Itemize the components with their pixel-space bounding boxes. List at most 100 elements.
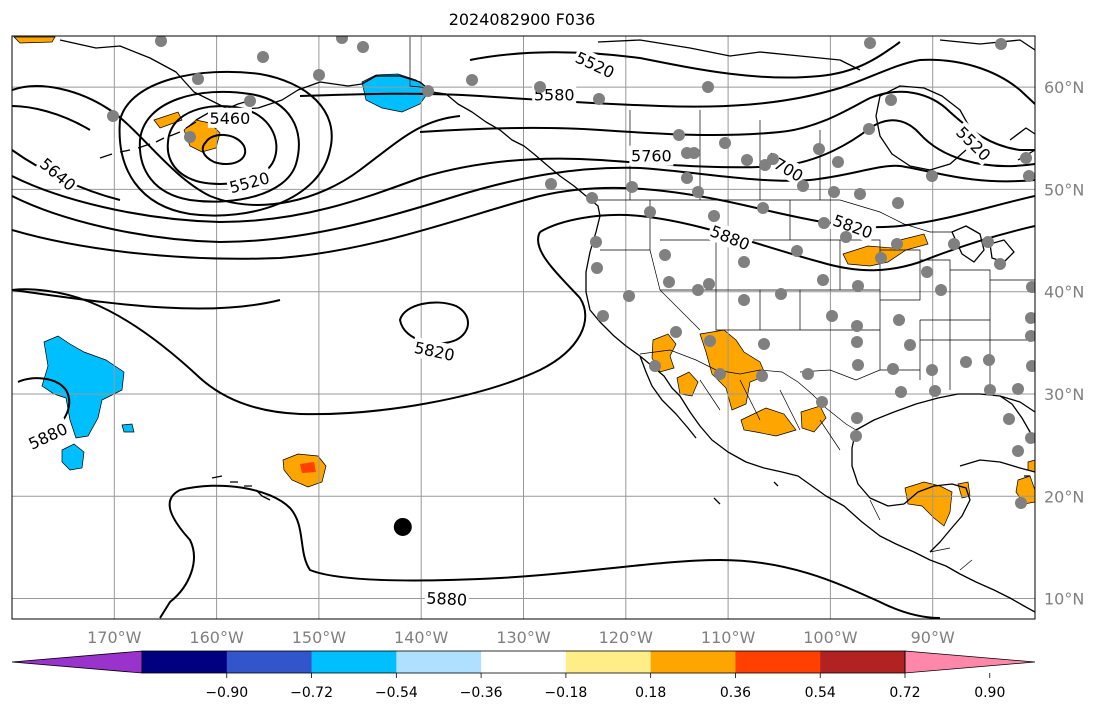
station-dot (891, 238, 903, 250)
west-coast (585, 215, 1035, 613)
colorbar-segment (820, 651, 906, 673)
svg-text:5460: 5460 (210, 109, 251, 128)
station-dot (586, 192, 598, 204)
anomaly-patch (183, 119, 221, 153)
station-dot (1020, 152, 1032, 164)
cuba-coast (959, 459, 1035, 473)
station-dot (885, 94, 897, 106)
hudson-bay-coast (875, 85, 971, 171)
station-dot (357, 41, 369, 53)
anomaly-patch (13, 36, 56, 44)
station-dot (692, 284, 704, 296)
gulf-coast (855, 393, 1035, 431)
station-dot (649, 360, 661, 372)
longitude-tick-label: 150°W (292, 628, 347, 647)
station-dot (791, 245, 803, 257)
anomaly-patch (699, 329, 767, 411)
yucatan-coast (903, 483, 971, 553)
station-dot (1025, 330, 1035, 342)
contour-5820-north (12, 186, 1035, 260)
station-dot (850, 430, 862, 442)
contour-label: 5760 (629, 145, 674, 166)
mexico-gulf-coast (851, 429, 905, 507)
station-dot (892, 197, 904, 209)
station-dot (817, 274, 829, 286)
station-dot (257, 51, 269, 63)
station-dot (692, 186, 704, 198)
anomaly-patch (800, 405, 827, 433)
anomaly-patch (121, 423, 135, 433)
station-dot (184, 131, 196, 143)
contour-5640-low (12, 85, 461, 206)
station-dot (826, 310, 838, 322)
station-dot (904, 339, 916, 351)
observation-stations (107, 36, 1035, 509)
station-dot (155, 36, 167, 47)
contour-5760 (12, 164, 1035, 244)
station-dot (670, 326, 682, 338)
plot-frame (11, 35, 1036, 620)
colorbar-segment (142, 651, 228, 673)
station-dot (681, 172, 693, 184)
station-dot (534, 81, 546, 93)
station-dot (840, 231, 852, 243)
anomaly-patch (41, 335, 125, 439)
station-dot (960, 356, 972, 368)
station-dot (336, 36, 348, 44)
station-dot (192, 73, 204, 85)
contour-5460 (201, 134, 247, 165)
colorbar-tick-label: −0.90 (205, 685, 248, 701)
station-dot (244, 95, 256, 107)
anomaly-patch (300, 462, 316, 473)
latitude-tick-label: 50°N (1044, 180, 1084, 199)
colorbar-segment (396, 651, 482, 673)
colorbar-tick-label: −0.18 (544, 685, 587, 701)
station-dot (422, 85, 434, 97)
longitude-tick-label: 130°W (496, 628, 551, 647)
station-dot (673, 129, 685, 141)
contour-5520-inner-low (166, 105, 278, 185)
colorbar-tick-label: 0.72 (889, 685, 920, 701)
central-america-borders (929, 547, 973, 571)
contour-label: 5880 (424, 587, 470, 610)
colorbar-tick-label: 0.36 (720, 685, 751, 701)
hawaii-islands (211, 475, 271, 501)
colorbar-tick-label: −0.36 (460, 685, 503, 701)
colorbar-segment (650, 651, 736, 673)
caribbean-islands (713, 475, 1030, 505)
latitude-tick-label: 40°N (1044, 283, 1084, 302)
contour-5880-south (159, 484, 941, 619)
station-dot (741, 154, 753, 166)
station-dot (994, 258, 1006, 270)
latitude-tick-label: 10°N (1044, 590, 1084, 609)
anomaly-patch (61, 443, 85, 471)
colorbar-segment (565, 651, 652, 673)
storm-position-marker (393, 517, 412, 536)
contour-5520-outer-low (138, 90, 300, 203)
colorbar-tick-label: −0.72 (290, 685, 333, 701)
colorbar-tick-label: −0.54 (375, 685, 418, 701)
latitude-tick-label: 30°N (1044, 385, 1084, 404)
station-dot (802, 368, 814, 380)
contour-5880-ridge (12, 231, 587, 416)
contour-5880-north (12, 213, 1035, 310)
contour-5580 (12, 58, 1035, 131)
station-dot (591, 262, 603, 274)
colorbar-tick-label: 0.90 (974, 685, 1005, 701)
station-dot (1023, 170, 1035, 182)
station-dot (623, 290, 635, 302)
anomaly-patch (1027, 459, 1035, 473)
longitude-tick-label: 120°W (599, 628, 654, 647)
station-dot (738, 294, 750, 306)
station-dot (983, 354, 995, 366)
station-dot (854, 188, 866, 200)
contour-5520-north (469, 41, 901, 79)
station-dot (875, 252, 887, 264)
colorbar-tick-label: 0.18 (635, 685, 666, 701)
anomaly-patch (153, 111, 183, 129)
anomaly-patch (676, 371, 699, 397)
station-dot (775, 288, 787, 300)
colorbar-segment (311, 651, 397, 673)
station-dot (688, 147, 700, 159)
